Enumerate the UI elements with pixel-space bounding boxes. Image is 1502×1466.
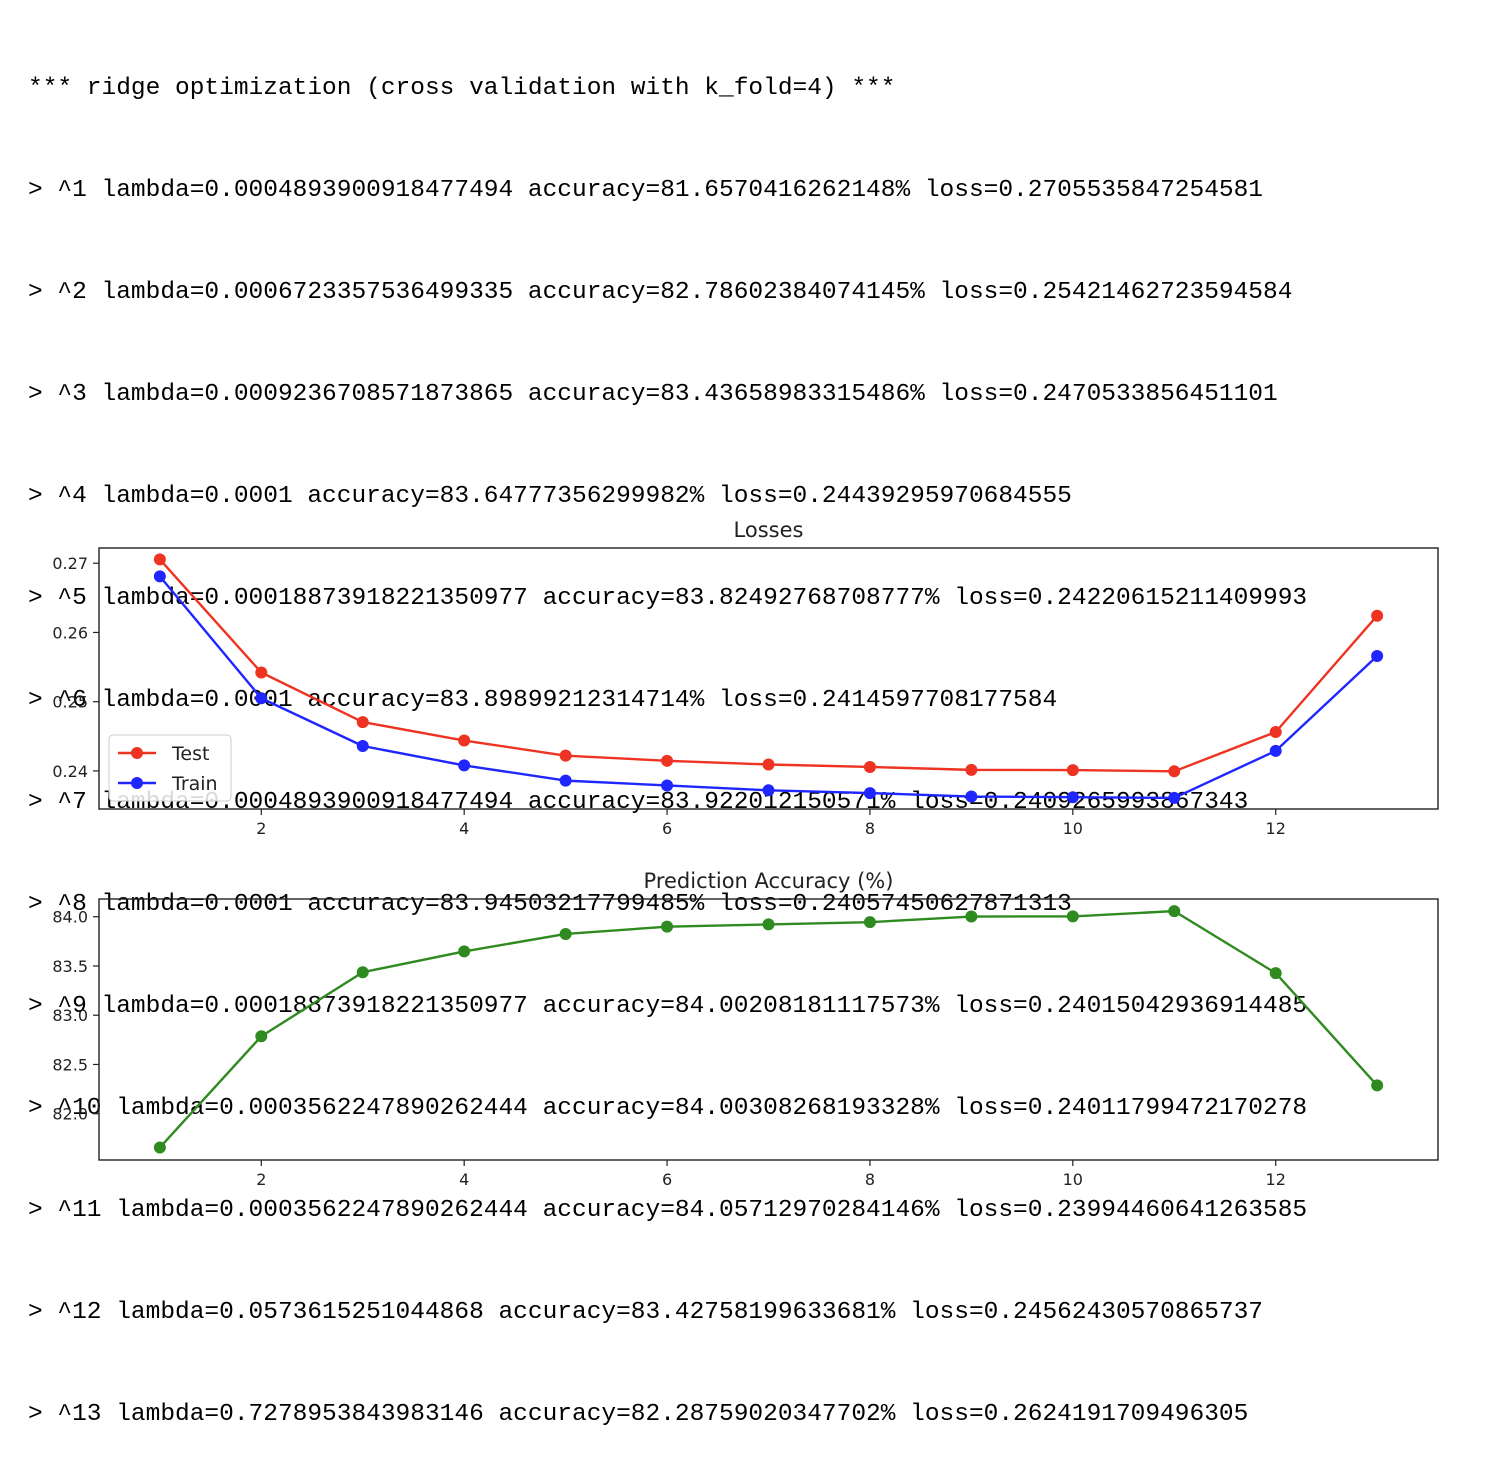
x-tick-label: 10 bbox=[1063, 1170, 1083, 1189]
x-tick-label: 6 bbox=[662, 819, 672, 838]
x-tick-label: 12 bbox=[1266, 1170, 1286, 1189]
y-tick-label: 82.5 bbox=[52, 1055, 88, 1074]
chart-title: Prediction Accuracy (%) bbox=[644, 869, 894, 893]
data-point-test bbox=[1168, 765, 1181, 778]
losses-chart: Losses 2 4 6 8 10 12 0.24 0.25 0.26 0.27 Test Train bbox=[52, 518, 1439, 838]
data-point-accuracy bbox=[1269, 967, 1282, 980]
data-point-train bbox=[965, 790, 978, 803]
y-tick-label: 82.0 bbox=[52, 1105, 88, 1124]
log-line: > ^3 lambda=0.0009236708571873865 accura… bbox=[28, 381, 1278, 408]
data-point-accuracy bbox=[762, 918, 775, 931]
data-point-train bbox=[863, 787, 876, 800]
data-point-accuracy bbox=[1168, 905, 1181, 918]
legend: Test Train bbox=[108, 734, 232, 802]
data-point-train bbox=[458, 759, 471, 772]
x-tick-label: 4 bbox=[459, 1170, 469, 1189]
data-point-train bbox=[356, 740, 369, 752]
log-line: > ^4 lambda=0.0001 accuracy=83.647773562… bbox=[28, 483, 1072, 510]
legend-marker bbox=[131, 747, 143, 759]
data-point-train bbox=[153, 570, 166, 583]
y-tick-label: 0.26 bbox=[52, 623, 88, 642]
data-point-train bbox=[255, 692, 268, 705]
series-line-test bbox=[158, 558, 1379, 773]
x-tick-label: 12 bbox=[1266, 819, 1286, 838]
data-point-accuracy bbox=[965, 910, 978, 923]
y-tick-label: 0.24 bbox=[52, 762, 88, 781]
log-header: *** ridge optimization (cross validation… bbox=[28, 75, 896, 102]
log-line: > ^2 lambda=0.0006723357536499335 accura… bbox=[28, 279, 1293, 306]
data-point-test bbox=[559, 749, 572, 762]
chart-title: Losses bbox=[734, 518, 804, 542]
log-line: > ^5 lambda=0.00018873918221350977 accur… bbox=[28, 585, 1308, 612]
log-line: > ^13 lambda=0.7278953843983146 accuracy… bbox=[28, 1401, 1249, 1428]
plot-frame bbox=[98, 547, 1439, 810]
log-line: > ^9 lambda=0.00018873918221350977 accur… bbox=[28, 993, 1308, 1020]
data-point-test bbox=[356, 716, 369, 729]
data-point-test bbox=[965, 763, 978, 776]
data-point-test bbox=[863, 760, 876, 773]
log-line: > ^6 lambda=0.0001 accuracy=83.898992123… bbox=[28, 687, 1058, 714]
data-point-train bbox=[1168, 791, 1181, 804]
legend-label: Test bbox=[171, 743, 209, 765]
log-line: > ^1 lambda=0.0004893900918477494 accura… bbox=[28, 177, 1264, 204]
y-tick-label: 0.27 bbox=[52, 554, 88, 573]
data-point-accuracy bbox=[1371, 1079, 1384, 1092]
data-point-test bbox=[762, 758, 775, 771]
data-point-train bbox=[661, 779, 674, 792]
y-tick-label: 83.0 bbox=[52, 1006, 88, 1025]
log-line: > ^10 lambda=0.0003562247890262444 accur… bbox=[28, 1095, 1308, 1122]
data-point-accuracy bbox=[255, 1030, 268, 1043]
data-point-test bbox=[458, 734, 471, 747]
x-tick-label: 2 bbox=[256, 819, 266, 838]
data-point-accuracy bbox=[661, 920, 674, 933]
data-point-test bbox=[153, 553, 166, 566]
data-point-accuracy bbox=[1066, 910, 1079, 923]
data-point-test bbox=[661, 754, 674, 767]
x-tick-label: 8 bbox=[865, 1170, 875, 1189]
data-point-train bbox=[559, 774, 572, 787]
x-tick-label: 10 bbox=[1063, 819, 1083, 838]
data-point-test bbox=[255, 666, 268, 679]
data-point-accuracy bbox=[559, 927, 572, 940]
legend-marker bbox=[131, 777, 143, 789]
x-tick-label: 8 bbox=[865, 819, 875, 838]
data-point-test bbox=[1269, 725, 1282, 738]
data-point-train bbox=[762, 784, 775, 797]
log-line: > ^12 lambda=0.0573615251044868 accuracy… bbox=[28, 1299, 1264, 1326]
data-point-test bbox=[1066, 764, 1079, 777]
y-tick-label: 83.5 bbox=[52, 957, 88, 976]
x-tick-label: 4 bbox=[459, 819, 469, 838]
data-point-accuracy bbox=[458, 945, 471, 958]
data-point-train bbox=[1371, 650, 1384, 662]
accuracy-chart: Prediction Accuracy (%) 2 4 6 8 10 12 82.0 82.5 8… bbox=[52, 869, 1439, 1189]
data-point-accuracy bbox=[863, 916, 876, 929]
y-tick-label: 0.25 bbox=[52, 693, 88, 712]
legend-label: Train bbox=[171, 773, 218, 795]
plot-frame bbox=[98, 898, 1439, 1161]
data-point-test bbox=[1371, 609, 1384, 622]
series-line-accuracy bbox=[158, 909, 1379, 1149]
x-tick-label: 6 bbox=[662, 1170, 672, 1189]
data-point-train bbox=[1269, 744, 1282, 757]
log-line: > ^8 lambda=0.0001 accuracy=83.945032177… bbox=[28, 891, 1072, 918]
x-tick-label: 2 bbox=[256, 1170, 266, 1189]
y-tick-label: 84.0 bbox=[52, 908, 88, 927]
data-point-accuracy bbox=[356, 966, 369, 979]
data-point-accuracy bbox=[153, 1141, 166, 1154]
data-point-train bbox=[1066, 791, 1079, 804]
